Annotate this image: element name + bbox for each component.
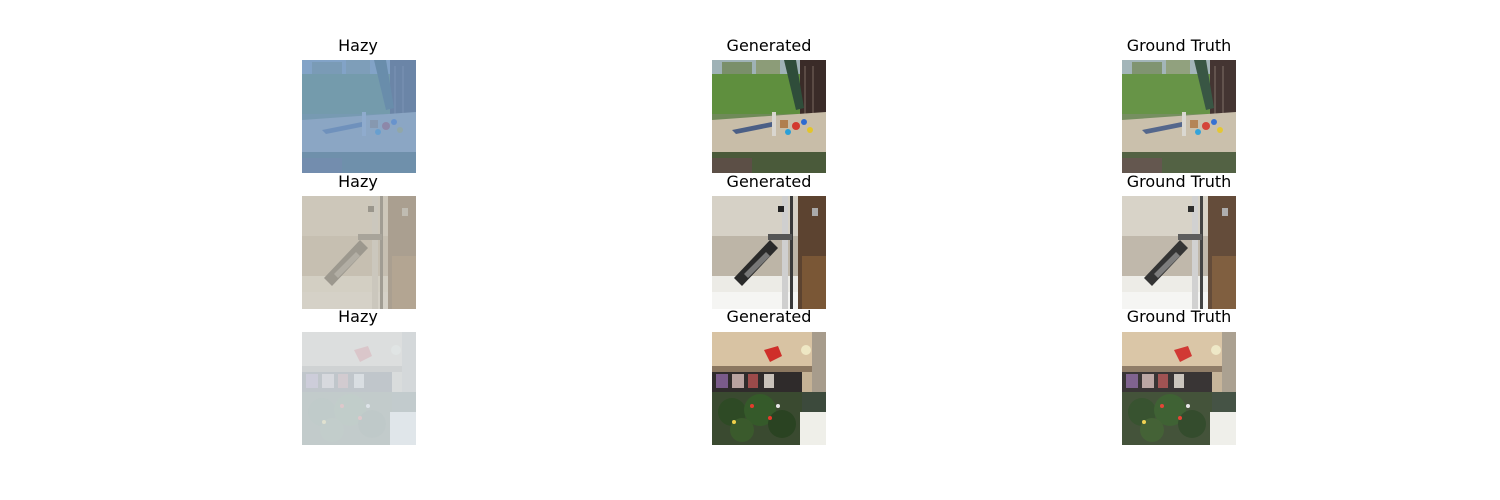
hazy-title: Hazy — [338, 36, 378, 55]
generated-image — [712, 332, 826, 445]
hazy-image — [302, 60, 416, 173]
ground-truth-image — [1122, 332, 1236, 445]
ground-truth-image — [1122, 196, 1236, 309]
ground-truth-title: Ground Truth — [1126, 36, 1232, 55]
generated-image — [712, 60, 826, 173]
ground-truth-title: Ground Truth — [1126, 172, 1232, 191]
ground-truth-image — [1122, 60, 1236, 173]
hazy-image — [302, 332, 416, 445]
hazy-title: Hazy — [338, 172, 378, 191]
hazy-image — [302, 196, 416, 309]
hazy-title: Hazy — [338, 307, 378, 326]
generated-title: Generated — [726, 172, 812, 191]
generated-image — [712, 196, 826, 309]
ground-truth-title: Ground Truth — [1126, 307, 1232, 326]
generated-title: Generated — [726, 36, 812, 55]
generated-title: Generated — [726, 307, 812, 326]
